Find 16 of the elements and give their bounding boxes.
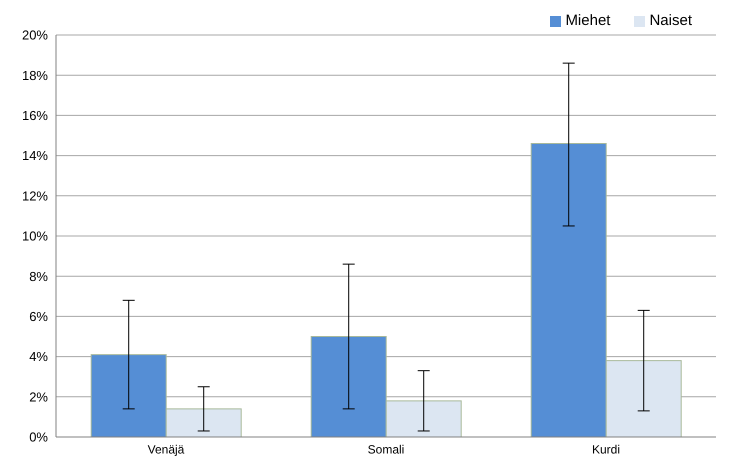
legend-label: Miehet [565, 12, 610, 29]
y-tick-label: 8% [29, 268, 48, 284]
y-tick-label: 12% [22, 188, 48, 204]
y-tick-label: 20% [22, 28, 48, 43]
legend-label: Naiset [649, 12, 692, 29]
y-tick-label: 14% [22, 148, 48, 164]
y-tick-label: 10% [22, 228, 48, 244]
y-tick-label: 18% [22, 68, 48, 83]
y-tick-label: 6% [29, 309, 48, 324]
y-tick-label: 0% [29, 430, 48, 445]
x-tick-label: Kurdi [592, 442, 620, 457]
y-tick-label: 4% [29, 349, 48, 364]
y-tick-label: 2% [29, 389, 48, 404]
y-tick-label: 16% [22, 108, 48, 124]
x-tick-label: Venäjä [148, 442, 185, 457]
x-tick-label: Somali [368, 442, 404, 457]
